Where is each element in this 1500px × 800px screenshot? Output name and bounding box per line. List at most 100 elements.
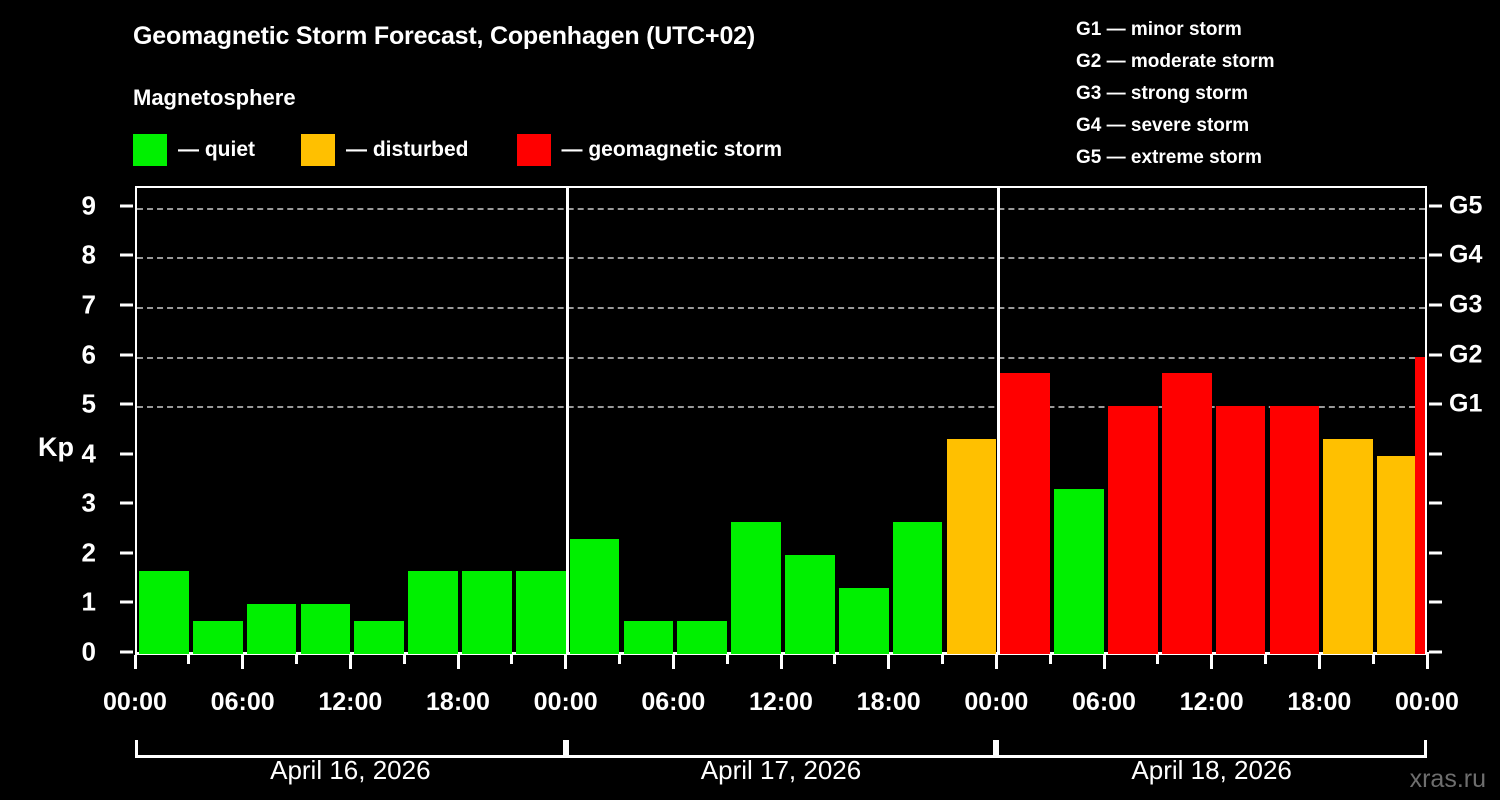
y-tick-label-1: 1 — [81, 586, 96, 617]
bar-4[interactable] — [354, 620, 405, 654]
legend-entry-red: — geomagnetic storm — [516, 133, 782, 167]
y2-tick-label-G4: G4 — [1449, 240, 1483, 269]
bar-6[interactable] — [462, 571, 512, 654]
y-axis-label: Kp — [38, 432, 74, 462]
x-tick-13 — [833, 655, 837, 664]
y-tick-mark-6 — [120, 353, 133, 357]
y-tick-mark-1 — [120, 600, 133, 604]
bar-14[interactable] — [892, 521, 943, 654]
y2-tick-label-G2: G2 — [1449, 340, 1483, 369]
x-tick-label-0: 00:00 — [103, 688, 167, 716]
g-scale-line-3: G3 — strong storm — [1076, 83, 1249, 104]
y2-tick-label-G1: G1 — [1449, 389, 1483, 418]
y-tick-label-5: 5 — [81, 388, 96, 419]
x-tick-16 — [994, 655, 998, 669]
y2-tick-mark-G2 — [1429, 353, 1442, 357]
y-tick-label-9: 9 — [81, 190, 96, 221]
plot-frame — [135, 186, 1427, 654]
bar-12[interactable] — [785, 554, 835, 654]
y2-minor-tick-kp-2 — [1429, 551, 1442, 555]
bar-24[interactable] — [1415, 356, 1425, 654]
day-label-3: April 18, 2026 — [1131, 755, 1292, 785]
g-scale-line-1: G1 — minor storm — [1076, 19, 1242, 40]
bar-8[interactable] — [569, 538, 620, 654]
g-scale-line-5: G5 — extreme storm — [1076, 147, 1262, 168]
bar-17[interactable] — [1054, 488, 1104, 654]
x-tick-label-8: 00:00 — [964, 688, 1029, 716]
bar-13[interactable] — [838, 588, 889, 654]
x-tick-2 — [241, 655, 245, 669]
x-tick-label-9: 06:00 — [1072, 688, 1136, 716]
x-tick-24 — [1425, 655, 1429, 669]
y2-minor-tick-kp-0 — [1429, 650, 1442, 654]
day-bracket-1 — [135, 740, 566, 758]
bar-0[interactable] — [139, 571, 189, 654]
y-tick-mark-5 — [120, 402, 133, 406]
x-tick-18 — [1102, 655, 1106, 669]
y2-tick-mark-G3 — [1429, 303, 1442, 307]
y-tick-label-2: 2 — [81, 537, 96, 568]
x-tick-label-7: 18:00 — [856, 688, 921, 716]
y2-minor-tick-kp-1 — [1429, 600, 1442, 604]
bar-5[interactable] — [408, 571, 458, 654]
x-tick-17 — [1048, 655, 1052, 664]
bar-20[interactable] — [1215, 406, 1266, 654]
x-tick-6 — [456, 655, 460, 669]
x-tick-3 — [295, 655, 298, 664]
x-tick-9 — [618, 655, 621, 664]
x-tick-label-11: 18:00 — [1287, 688, 1352, 716]
x-tick-5 — [402, 655, 406, 664]
x-tick-label-3: 18:00 — [426, 688, 490, 716]
bar-15[interactable] — [946, 439, 997, 654]
x-tick-10 — [671, 655, 675, 669]
watermark: xras.ru — [1409, 765, 1486, 793]
day-bracket-3 — [996, 740, 1427, 758]
g-scale-line-2: G2 — moderate storm — [1076, 51, 1275, 72]
bar-9[interactable] — [623, 620, 674, 654]
y2-tick-mark-G5 — [1429, 204, 1442, 208]
color-legend: — quiet — disturbed — geomagnetic storm — [133, 133, 816, 167]
legend-label: — quiet — [178, 138, 255, 161]
bar-11[interactable] — [731, 521, 781, 654]
page-title: Geomagnetic Storm Forecast, Copenhagen (… — [133, 22, 755, 50]
x-axis-baseline — [135, 652, 1429, 655]
legend-entry-green: — quiet — [133, 133, 255, 167]
x-tick-15 — [941, 655, 944, 664]
x-tick-12 — [779, 655, 783, 669]
legend-label: — disturbed — [346, 138, 469, 161]
bar-1[interactable] — [192, 620, 243, 654]
x-tick-21 — [1264, 655, 1267, 664]
x-tick-1 — [187, 655, 191, 664]
bar-21[interactable] — [1269, 406, 1320, 654]
red-swatch — [516, 134, 551, 166]
chart-subtitle: Magnetosphere — [133, 85, 296, 110]
bar-10[interactable] — [677, 620, 728, 654]
x-tick-23 — [1371, 655, 1375, 664]
x-tick-label-4: 00:00 — [533, 688, 598, 716]
x-tick-20 — [1210, 655, 1214, 669]
x-tick-0 — [133, 655, 137, 669]
y2-minor-tick-kp-3 — [1429, 501, 1442, 505]
y-tick-mark-8 — [120, 253, 133, 257]
x-tick-14 — [887, 655, 891, 669]
x-tick-8 — [564, 655, 568, 669]
bar-2[interactable] — [246, 604, 297, 654]
y-tick-mark-4 — [120, 452, 133, 456]
y-tick-mark-7 — [120, 303, 133, 307]
bar-22[interactable] — [1323, 439, 1374, 654]
y-tick-label-0: 0 — [81, 636, 96, 667]
bar-3[interactable] — [300, 604, 351, 654]
y2-tick-label-G3: G3 — [1449, 290, 1483, 319]
bar-7[interactable] — [515, 571, 566, 654]
y2-tick-label-G5: G5 — [1449, 191, 1483, 220]
bar-18[interactable] — [1108, 406, 1158, 654]
y2-minor-tick-kp-4 — [1429, 452, 1442, 456]
y2-tick-mark-G4 — [1429, 253, 1442, 257]
x-tick-label-12: 00:00 — [1395, 688, 1459, 716]
bar-16[interactable] — [1000, 372, 1051, 654]
x-tick-label-5: 06:00 — [641, 688, 706, 716]
bar-19[interactable] — [1161, 372, 1212, 654]
y-tick-label-4: 4 — [81, 438, 96, 469]
legend-entry-orange: — disturbed — [301, 133, 469, 167]
y-tick-mark-3 — [120, 501, 133, 505]
